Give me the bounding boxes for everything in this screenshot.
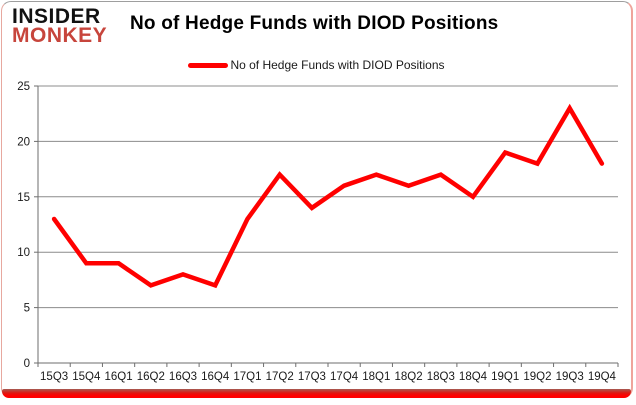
legend-line-swatch: [188, 62, 229, 68]
chart-title: No of Hedge Funds with DIOD Positions: [130, 13, 499, 34]
x-tick-label: 17Q3: [298, 371, 326, 383]
x-tick-label: 17Q4: [330, 371, 359, 383]
legend-label: No of Hedge Funds with DIOD Positions: [230, 58, 445, 72]
x-tick-label: 15Q3: [40, 371, 68, 383]
card-bottom-red-bar: [2, 389, 631, 398]
y-tick-label: 20: [17, 136, 30, 148]
x-tick-label: 19Q2: [523, 371, 551, 383]
x-tick-label: 18Q1: [362, 371, 390, 383]
logo-line-insider: INSIDER: [12, 5, 101, 28]
data-line-series: [51, 103, 605, 289]
x-tick-label: 19Q4: [588, 371, 617, 383]
x-tick-label: 16Q3: [169, 371, 197, 383]
x-tick-label: 16Q1: [104, 371, 132, 383]
y-tick-label: 0: [24, 358, 30, 370]
x-tick-label: 17Q1: [233, 371, 261, 383]
chart-card: INSIDER MONKEY No of Hedge Funds with DI…: [1, 1, 633, 398]
x-tick-label: 18Q4: [459, 371, 488, 383]
x-tick-label: 16Q2: [137, 371, 165, 383]
logo-line-monkey: MONKEY: [12, 24, 108, 48]
insider-monkey-logo: INSIDER MONKEY: [12, 5, 108, 48]
y-tick-label: 25: [17, 81, 30, 93]
x-tick-label: 17Q2: [266, 371, 294, 383]
x-tick-label: 18Q3: [427, 371, 455, 383]
y-tick-label: 10: [17, 247, 30, 259]
x-tick-label: 15Q4: [72, 371, 101, 383]
x-tick-label: 16Q4: [201, 371, 230, 383]
x-tick-label: 19Q1: [491, 371, 519, 383]
y-tick-label: 15: [17, 192, 30, 204]
legend: No of Hedge Funds with DIOD Positions: [2, 58, 631, 72]
x-tick-label: 18Q2: [394, 371, 422, 383]
line-chart-plot: 0 5 10 15 20 25 15Q3 15Q4 16Q1 16Q2 16Q3 16Q4 17Q1 17…: [17, 81, 619, 383]
y-tick-label: 5: [24, 303, 30, 315]
x-tick-label: 19Q3: [556, 371, 584, 383]
